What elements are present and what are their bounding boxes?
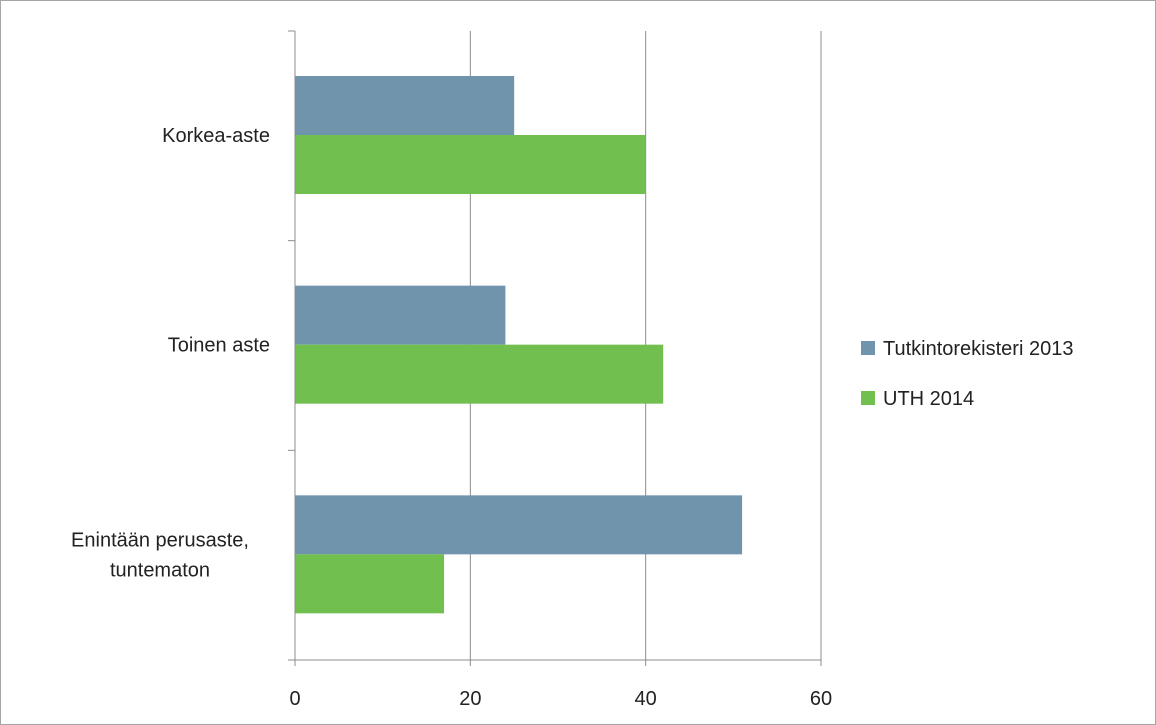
- x-tick-label: 0: [289, 688, 300, 710]
- x-tick-label: 40: [635, 688, 657, 710]
- bar-series1: [295, 495, 743, 555]
- category-label: Korkea-aste: [162, 125, 270, 147]
- category-label: Toinen aste: [168, 335, 270, 357]
- legend-swatch: [861, 391, 875, 405]
- bar-series2: [295, 135, 646, 194]
- x-tick-label: 20: [459, 688, 481, 710]
- legend-swatch: [861, 341, 875, 355]
- legend-label: UTH 2014: [883, 388, 974, 410]
- x-tick-label: 60: [810, 688, 832, 710]
- bar-series1: [295, 76, 515, 135]
- legend-label: Tutkintorekisteri 2013: [883, 338, 1073, 360]
- bar-series1: [295, 285, 506, 345]
- category-label: Enintään perusaste, tuntematon: [71, 529, 249, 581]
- bar-series2: [295, 344, 664, 404]
- bar-series2: [295, 554, 445, 614]
